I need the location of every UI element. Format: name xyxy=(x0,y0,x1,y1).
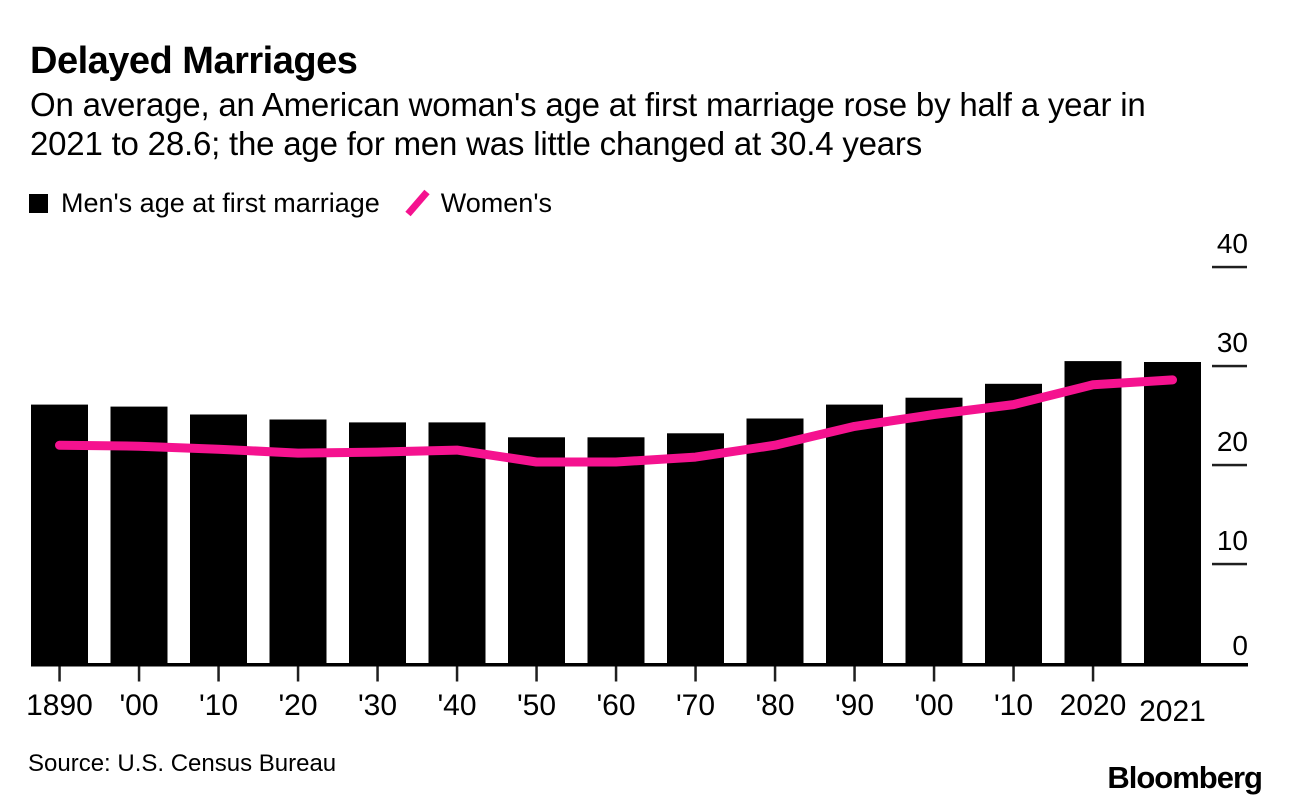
bar-1910 xyxy=(190,414,247,663)
bar-1930 xyxy=(349,422,406,663)
x-tick xyxy=(455,666,459,682)
x-axis-label: '70 xyxy=(676,689,715,722)
bar-2010 xyxy=(985,383,1042,663)
x-tick xyxy=(1091,666,1095,682)
x-tick xyxy=(137,666,141,682)
y-tick-dash xyxy=(1212,364,1247,368)
x-tick xyxy=(1012,666,1015,682)
bar-2000 xyxy=(905,397,963,663)
x-axis-line xyxy=(31,663,1248,667)
bar-1960 xyxy=(587,437,645,663)
x-tick xyxy=(773,666,777,682)
bar-1990 xyxy=(826,404,883,663)
y-axis-label: 20 xyxy=(1217,426,1248,457)
subtitle-line-2: 2021 to 28.6; the age for men was little… xyxy=(30,125,923,162)
x-tick xyxy=(376,666,379,682)
x-axis-label: '00 xyxy=(914,689,953,722)
x-axis-label: '20 xyxy=(278,689,317,722)
x-axis-label: '10 xyxy=(199,689,238,722)
y-axis-label: 40 xyxy=(1217,228,1248,259)
x-tick xyxy=(58,666,61,682)
x-tick xyxy=(296,666,300,682)
x-tick xyxy=(535,666,538,682)
y-axis-label: 30 xyxy=(1217,327,1248,358)
chart-subtitle: On average, an American woman's age at f… xyxy=(30,85,1146,163)
source-credit: Source: U.S. Census Bureau xyxy=(28,750,337,777)
bar-1970 xyxy=(667,433,724,663)
bar-1980 xyxy=(746,418,804,663)
men-series-swatch-icon xyxy=(29,193,48,213)
page-title: Delayed Marriages xyxy=(30,40,358,82)
men-series-label: Men's age at first marriage xyxy=(61,188,380,218)
bar-1950 xyxy=(508,437,565,663)
x-tick xyxy=(614,666,618,682)
x-axis-label: '40 xyxy=(437,689,476,722)
x-axis-label: '60 xyxy=(596,689,635,722)
subtitle-line-1: On average, an American woman's age at f… xyxy=(30,86,1146,123)
x-tick xyxy=(853,666,856,682)
y-axis-label: 0 xyxy=(1232,630,1248,661)
chart-legend: Men's age at first marriage Women's xyxy=(29,188,552,218)
x-tick xyxy=(217,666,220,682)
x-axis-label: 1890 xyxy=(26,689,93,722)
women-series-label: Women's xyxy=(440,188,552,218)
bloomberg-logo: Bloomberg xyxy=(1107,760,1263,795)
y-tick-dash xyxy=(1212,463,1247,467)
x-tick xyxy=(932,666,936,682)
x-axis-label: 2020 xyxy=(1060,689,1127,722)
x-axis-label: '10 xyxy=(994,689,1033,722)
x-axis-label: 2021 xyxy=(1139,695,1206,728)
women-line-series xyxy=(55,375,1177,467)
bar-2021 xyxy=(1144,362,1201,663)
bar-1940 xyxy=(428,422,486,663)
x-axis-label: '90 xyxy=(835,689,874,722)
slash-stroke xyxy=(405,189,430,217)
x-axis-label: '50 xyxy=(517,689,556,722)
y-axis-label: 10 xyxy=(1217,525,1248,556)
x-tick xyxy=(694,666,697,682)
y-tick-dash xyxy=(1212,562,1247,566)
x-axis-label: '00 xyxy=(119,689,158,722)
women-series-line-icon xyxy=(405,189,430,217)
x-axis-label: '30 xyxy=(358,689,397,722)
bar-2020 xyxy=(1064,361,1122,663)
x-axis-label: '80 xyxy=(755,689,794,722)
bar-1920 xyxy=(269,419,327,663)
y-tick-dash xyxy=(1212,265,1247,269)
